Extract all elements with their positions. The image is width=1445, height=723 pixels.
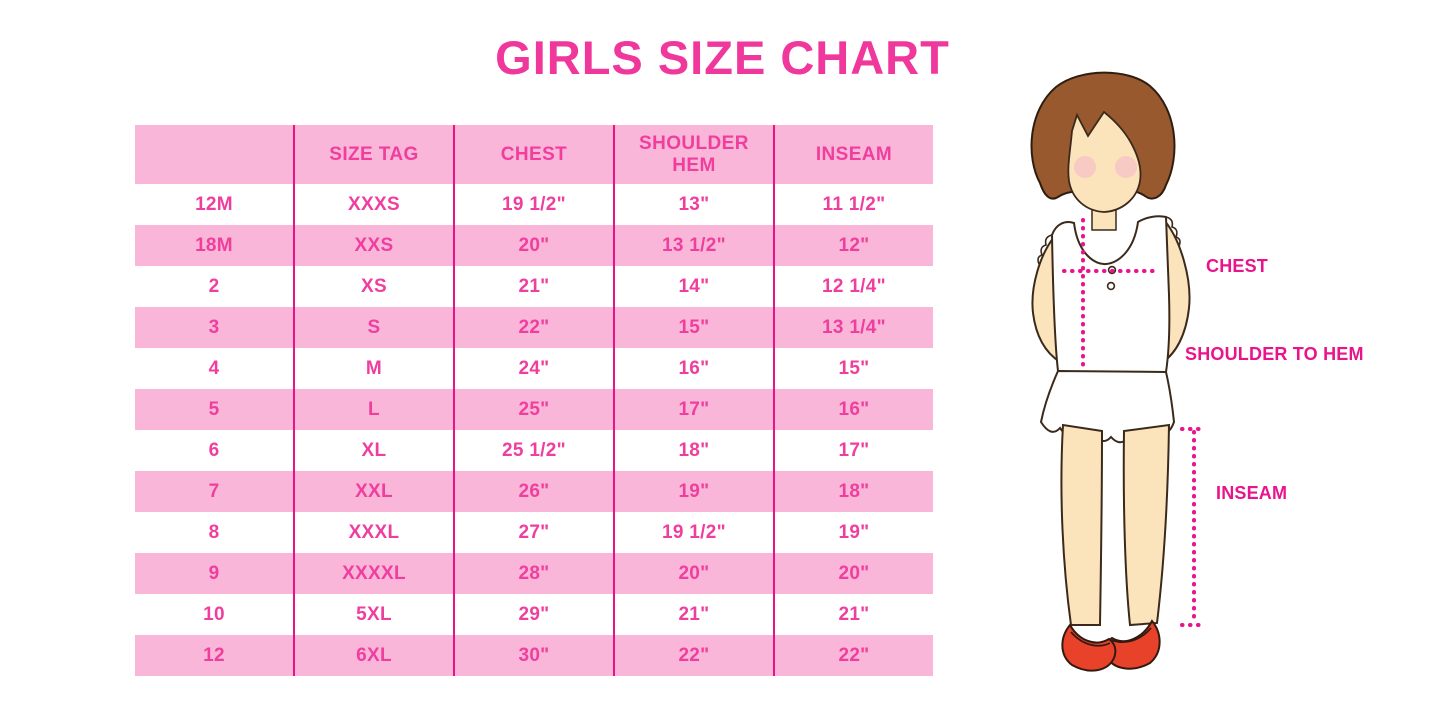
table-cell: 17": [613, 389, 775, 430]
column-header: CHEST: [453, 125, 615, 184]
table-cell: XS: [294, 266, 455, 307]
table-row: 5 L 25" 17" 16": [135, 389, 933, 430]
table-cell: 21": [613, 594, 775, 635]
table-cell: 4: [135, 348, 295, 389]
left-shoe-strap: [1070, 631, 1111, 647]
girl-illustration: [1030, 71, 1206, 672]
table-cell: 19 1/2": [453, 184, 615, 225]
table-cell: 13 1/4": [773, 307, 933, 348]
table-row: 12M XXXS 19 1/2" 13" 11 1/2": [135, 184, 933, 225]
table-cell: 14": [613, 266, 775, 307]
inseam-measurement-label: INSEAM: [1216, 483, 1288, 503]
table-cell: 20": [453, 225, 615, 266]
table-cell: 19": [613, 471, 775, 512]
table-row: 2 XS 21" 14" 12 1/4": [135, 266, 933, 307]
table-cell: 19 1/2": [613, 512, 775, 553]
table-cell: 20": [773, 553, 933, 594]
table-cell: S: [294, 307, 455, 348]
table-row: 7 XXL 26" 19" 18": [135, 471, 933, 512]
table-cell: 18M: [135, 225, 295, 266]
table-row: 9 XXXXL 28" 20" 20": [135, 553, 933, 594]
left-ruffle: [1037, 234, 1053, 265]
right-ruffle: [1165, 216, 1181, 247]
table-cell: 6: [135, 430, 295, 471]
table-cell: XXXS: [294, 184, 455, 225]
size-chart-table: SIZE TAG CHEST SHOULDER HEM INSEAM 12M XXXS 1…: [135, 125, 933, 676]
table-cell: 20": [613, 553, 775, 594]
table-cell: 15": [838, 357, 870, 379]
table-row: 18M XXS 20" 13 1/2" 12": [135, 225, 933, 266]
table-cell: 3: [135, 307, 295, 348]
table-cell: 13": [613, 184, 775, 225]
table-cell: 21": [838, 603, 870, 625]
table-cell: XXS: [294, 225, 455, 266]
table-cell: XL: [294, 430, 455, 471]
table-cell: 26": [453, 471, 615, 512]
table-cell: 10: [135, 594, 295, 635]
table-cell: XXXXL: [294, 553, 455, 594]
table-cell: L: [294, 389, 455, 430]
table-cell: 15": [613, 307, 775, 348]
right-shoe-strap: [1111, 627, 1152, 643]
shirt: [1050, 215, 1171, 376]
table-cell: 12: [135, 635, 295, 676]
table-cell: 29": [453, 594, 615, 635]
table-cell: 16": [613, 348, 775, 389]
table-cell: XXL: [294, 471, 455, 512]
measurement-figure: [1000, 65, 1220, 685]
right-leg: [1122, 423, 1171, 627]
column-header: INSEAM: [773, 125, 933, 184]
size-table-body: 12M XXXS 19 1/2" 13" 11 1/2" 18M XXS 20" 13 1/2"…: [135, 184, 933, 676]
table-row: 6 XL 25 1/2" 18" 17": [135, 430, 933, 471]
table-cell: 7: [135, 471, 295, 512]
table-row: 8 XXXL 27" 19 1/2" 19": [135, 512, 933, 553]
left-shoe: [1061, 623, 1117, 672]
chest-measurement-label: CHEST: [1206, 256, 1269, 276]
table-cell: 16": [773, 389, 933, 430]
table-cell: 8: [135, 512, 295, 553]
table-cell: 19": [838, 521, 870, 543]
table-cell: 22": [453, 307, 615, 348]
right-blush: [1115, 156, 1137, 178]
table-cell: 21": [453, 266, 615, 307]
bottom-button: [1106, 281, 1116, 291]
table-cell: 5XL: [294, 594, 455, 635]
left-blush: [1074, 156, 1096, 178]
table-cell: 22": [613, 635, 775, 676]
table-cell: 17": [838, 439, 870, 461]
table-cell: 2: [135, 266, 295, 307]
table-cell: M: [294, 348, 455, 389]
table-cell: 28": [453, 553, 615, 594]
table-cell: 25": [453, 389, 615, 430]
table-cell: 12M: [135, 184, 295, 225]
table-cell: XXXL: [294, 512, 455, 553]
table-cell: 30": [453, 635, 615, 676]
table-cell: 18": [613, 430, 775, 471]
table-row: 3 S 22" 15" 13 1/4": [135, 307, 933, 348]
table-row: 4 M 24" 16" 15": [135, 348, 933, 389]
shoulder-to-hem-measurement-label: SHOULDER TO HEM: [1185, 344, 1364, 364]
table-row: 10 5XL 29" 21" 21": [135, 594, 933, 635]
column-header: [135, 125, 295, 184]
table-row: 12 6XL 30" 22" 22": [135, 635, 933, 676]
table-cell: 9: [135, 553, 295, 594]
table-cell: 13 1/2": [613, 225, 775, 266]
table-cell: 12 1/4": [822, 275, 886, 297]
table-cell: 25 1/2": [453, 430, 615, 471]
left-leg: [1060, 423, 1104, 626]
table-cell: 11 1/2": [822, 193, 886, 215]
column-header: SIZE TAG: [294, 125, 455, 184]
table-cell: 24": [453, 348, 615, 389]
page-title: GIRLS SIZE CHART: [495, 31, 950, 84]
table-cell: 12": [773, 225, 933, 266]
table-cell: 27": [453, 512, 615, 553]
table-cell: 18": [773, 471, 933, 512]
table-cell: 22": [773, 635, 933, 676]
table-header-row: SIZE TAG CHEST SHOULDER HEM INSEAM: [135, 125, 933, 184]
table-cell: 6XL: [294, 635, 455, 676]
table-cell: 5: [135, 389, 295, 430]
column-header: SHOULDER HEM: [613, 125, 775, 184]
face: [1067, 110, 1142, 213]
